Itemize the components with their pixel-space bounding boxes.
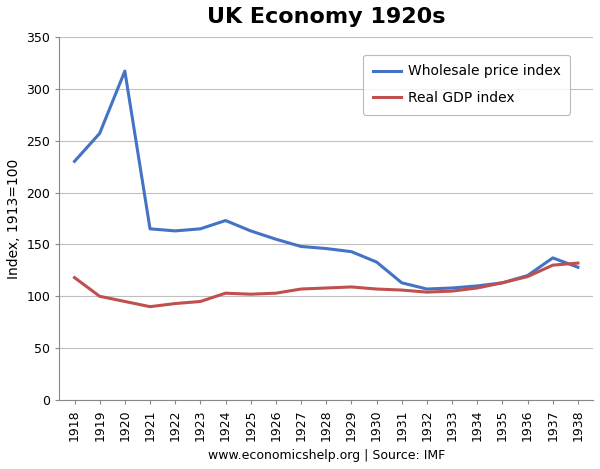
Y-axis label: Index, 1913=100: Index, 1913=100	[7, 159, 21, 279]
Wholesale price index	[197, 226, 204, 232]
Wholesale price index	[298, 244, 305, 250]
Title: UK Economy 1920s: UK Economy 1920s	[207, 7, 445, 27]
Real GDP index	[373, 286, 380, 292]
Wholesale price index	[71, 159, 78, 164]
Real GDP index	[348, 284, 355, 290]
Real GDP index	[549, 262, 556, 268]
Real GDP index	[247, 291, 254, 297]
Line: Real GDP index: Real GDP index	[74, 263, 578, 307]
Wholesale price index	[549, 255, 556, 261]
Wholesale price index	[222, 218, 229, 223]
Wholesale price index	[424, 286, 431, 292]
Real GDP index	[272, 290, 280, 296]
Legend: Wholesale price index, Real GDP index: Wholesale price index, Real GDP index	[363, 55, 570, 114]
Real GDP index	[323, 285, 330, 291]
Real GDP index	[121, 299, 128, 304]
Wholesale price index	[499, 280, 506, 286]
Wholesale price index	[398, 280, 406, 286]
Wholesale price index	[247, 228, 254, 234]
Real GDP index	[473, 285, 481, 291]
Wholesale price index	[323, 246, 330, 251]
Wholesale price index	[172, 228, 179, 234]
Real GDP index	[448, 288, 455, 294]
X-axis label: www.economicshelp.org | Source: IMF: www.economicshelp.org | Source: IMF	[208, 449, 445, 462]
Real GDP index	[524, 274, 531, 280]
Wholesale price index	[348, 249, 355, 255]
Real GDP index	[574, 260, 581, 266]
Real GDP index	[398, 287, 406, 293]
Wholesale price index	[473, 283, 481, 289]
Wholesale price index	[121, 68, 128, 74]
Real GDP index	[96, 294, 103, 299]
Real GDP index	[424, 289, 431, 295]
Real GDP index	[499, 280, 506, 286]
Wholesale price index	[272, 236, 280, 242]
Wholesale price index	[373, 259, 380, 265]
Wholesale price index	[96, 130, 103, 136]
Line: Wholesale price index: Wholesale price index	[74, 71, 578, 289]
Real GDP index	[172, 301, 179, 306]
Real GDP index	[146, 304, 154, 310]
Wholesale price index	[448, 285, 455, 291]
Wholesale price index	[146, 226, 154, 232]
Wholesale price index	[524, 272, 531, 278]
Real GDP index	[71, 275, 78, 280]
Wholesale price index	[574, 265, 581, 270]
Real GDP index	[222, 290, 229, 296]
Real GDP index	[298, 286, 305, 292]
Real GDP index	[197, 299, 204, 304]
